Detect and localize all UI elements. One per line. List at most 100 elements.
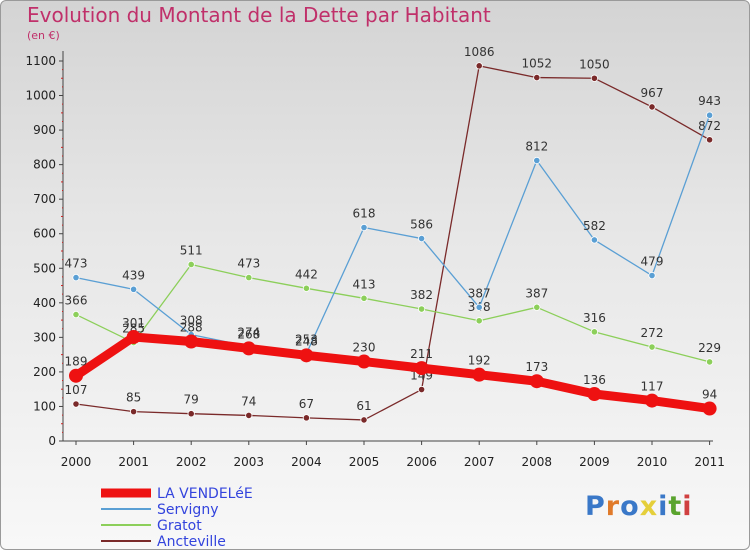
data-point-gratot	[705, 358, 714, 366]
data-point-gratot	[360, 294, 368, 302]
data-label-servigny: 812	[525, 139, 548, 153]
data-point-la-vendel-e	[184, 334, 199, 349]
data-label-ancteville: 67	[299, 397, 314, 411]
data-point-ancteville	[417, 385, 426, 394]
data-point-ancteville	[590, 74, 599, 82]
data-point-gratot	[72, 310, 80, 319]
data-point-servigny	[417, 234, 426, 243]
data-point-servigny	[705, 111, 714, 119]
data-label-ancteville: 872	[698, 119, 721, 133]
data-point-ancteville	[245, 411, 253, 420]
data-point-ancteville	[302, 414, 310, 422]
data-point-servigny	[72, 273, 80, 282]
data-label-la-vendel-e: 94	[702, 388, 717, 402]
data-label-ancteville: 967	[641, 86, 664, 100]
y-tick-label: 200	[33, 365, 56, 379]
data-point-la-vendel-e	[241, 341, 256, 356]
x-tick-label: 2003	[234, 455, 265, 469]
legend-label-ancteville: Ancteville	[157, 534, 226, 550]
data-label-servigny: 473	[65, 257, 88, 271]
data-label-ancteville: 107	[65, 383, 88, 397]
x-tick-label: 2006	[406, 455, 437, 469]
data-point-la-vendel-e	[299, 348, 314, 363]
data-label-gratot: 442	[295, 267, 318, 281]
data-label-la-vendel-e: 136	[583, 373, 606, 387]
x-tick-label: 2004	[291, 455, 322, 469]
data-label-ancteville: 1086	[464, 45, 495, 59]
data-label-servigny: 274	[237, 325, 260, 339]
data-point-la-vendel-e	[702, 401, 717, 416]
data-label-ancteville: 61	[356, 399, 371, 413]
data-label-gratot: 387	[525, 286, 548, 300]
data-point-gratot	[417, 305, 426, 313]
data-label-la-vendel-e: 268	[237, 327, 260, 341]
data-point-gratot	[475, 317, 483, 325]
data-point-servigny	[130, 285, 138, 293]
data-label-servigny: 308	[180, 314, 203, 328]
data-label-la-vendel-e: 230	[353, 341, 376, 355]
x-tick-label: 2009	[579, 455, 610, 469]
x-tick-label: 2008	[522, 455, 553, 469]
data-label-ancteville: 1052	[522, 57, 553, 71]
data-point-ancteville	[187, 410, 195, 418]
data-point-gratot	[533, 303, 541, 311]
y-tick-label: 100	[33, 399, 56, 413]
data-label-ancteville: 1050	[579, 57, 610, 71]
series-line-servigny	[75, 114, 711, 355]
data-label-la-vendel-e: 173	[525, 360, 548, 374]
data-label-servigny: 582	[583, 219, 606, 233]
data-point-ancteville	[72, 400, 80, 408]
y-tick-label: 700	[33, 192, 56, 206]
data-point-ancteville	[130, 408, 138, 416]
data-label-la-vendel-e: 211	[410, 347, 433, 361]
data-label-la-vendel-e: 117	[641, 380, 664, 394]
x-tick-label: 2002	[176, 455, 207, 469]
y-tick-label: 800	[33, 158, 56, 172]
data-point-la-vendel-e	[645, 393, 659, 408]
data-point-gratot	[302, 284, 310, 292]
data-label-servigny: 479	[641, 255, 664, 269]
data-point-ancteville	[648, 103, 656, 111]
data-point-la-vendel-e	[414, 361, 429, 376]
data-label-la-vendel-e: 192	[468, 354, 491, 368]
data-label-servigny: 618	[353, 207, 376, 221]
series-line-gratot	[75, 263, 711, 363]
data-label-ancteville: 85	[126, 391, 141, 405]
y-tick-label: 300	[33, 330, 56, 344]
legend-label-la-vendel-e: LA VENDELéE	[157, 486, 253, 502]
data-point-servigny	[360, 223, 368, 232]
y-tick-label: 1000	[25, 89, 56, 103]
data-point-ancteville	[533, 73, 541, 82]
x-tick-label: 2005	[349, 455, 380, 469]
y-tick-label: 500	[33, 261, 56, 275]
x-tick-label: 2001	[118, 455, 149, 469]
series-line-ancteville	[75, 65, 711, 421]
data-label-gratot: 382	[410, 288, 433, 302]
data-label-ancteville: 79	[184, 393, 199, 407]
data-label-gratot: 285	[122, 322, 145, 336]
data-point-la-vendel-e	[472, 367, 487, 382]
x-tick-label: 2007	[464, 455, 495, 469]
data-point-la-vendel-e	[126, 330, 141, 345]
data-label-gratot: 413	[353, 277, 376, 291]
data-point-gratot	[590, 328, 599, 336]
data-label-gratot: 366	[65, 294, 88, 308]
legend-label-gratot: Gratot	[157, 518, 202, 534]
data-point-ancteville	[475, 62, 483, 70]
data-point-la-vendel-e	[529, 374, 544, 389]
data-label-servigny: 943	[698, 94, 721, 108]
chart-title: Evolution du Montant de la Dette par Hab…	[27, 3, 491, 27]
data-point-servigny	[533, 156, 541, 165]
y-tick-label: 1100	[25, 54, 56, 68]
chart-unit-label: (en €)	[27, 29, 60, 42]
data-point-la-vendel-e	[587, 387, 602, 402]
legend-label-servigny: Servigny	[157, 502, 218, 518]
data-label-servigny: 387	[468, 286, 491, 300]
data-point-ancteville	[705, 136, 714, 144]
x-tick-label: 2000	[61, 455, 92, 469]
data-point-gratot	[245, 273, 253, 282]
data-label-gratot: 473	[237, 257, 260, 271]
data-point-la-vendel-e	[357, 354, 371, 369]
